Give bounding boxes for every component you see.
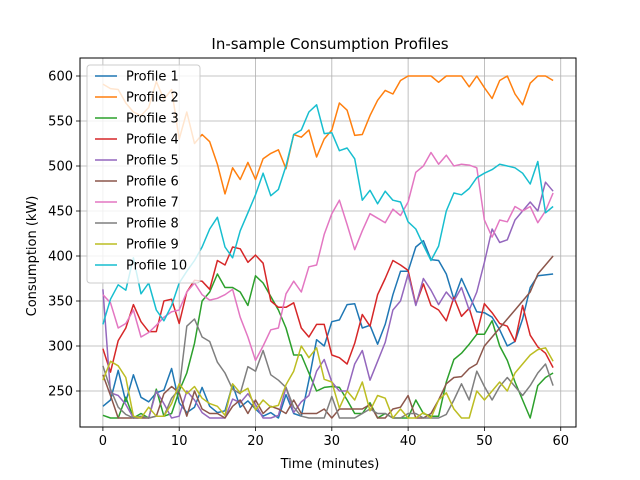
legend-label: Profile 9 xyxy=(126,238,179,253)
x-tick-label: 60 xyxy=(552,434,569,449)
y-tick-label: 350 xyxy=(48,295,73,310)
legend-label: Profile 4 xyxy=(126,133,179,148)
legend-label: Profile 6 xyxy=(126,175,179,190)
legend-box xyxy=(86,64,201,284)
legend-label: Profile 2 xyxy=(126,91,179,106)
series-line-profile-8 xyxy=(102,318,554,419)
legend-label: Profile 3 xyxy=(126,112,179,127)
chart-title: In-sample Consumption Profiles xyxy=(211,35,448,53)
y-axis-ticks: 250 300 350 400 450 500 550 600 xyxy=(48,70,80,400)
y-tick-label: 250 xyxy=(48,385,73,400)
x-tick-label: 50 xyxy=(476,434,493,449)
y-tick-label: 450 xyxy=(48,205,73,220)
y-tick-label: 400 xyxy=(48,250,73,265)
series-line-profile-5 xyxy=(102,181,554,419)
legend-label: Profile 8 xyxy=(126,217,179,232)
x-axis-ticks: 0 10 20 30 40 50 60 xyxy=(99,427,569,449)
x-tick-label: 40 xyxy=(400,434,417,449)
x-tick-label: 10 xyxy=(171,434,188,449)
legend-label: Profile 10 xyxy=(126,259,187,274)
legend-label: Profile 5 xyxy=(126,154,179,169)
legend: Profile 1 Profile 2 Profile 3 Profile 4 Prof… xyxy=(86,64,201,284)
series-line-profile-3 xyxy=(102,273,554,419)
x-axis-label: Time (minutes) xyxy=(280,457,380,472)
x-tick-label: 20 xyxy=(247,434,264,449)
x-tick-label: 30 xyxy=(324,434,341,449)
series-lines xyxy=(102,75,554,419)
series-line-profile-4 xyxy=(102,246,554,373)
plot-area-frame xyxy=(79,57,577,428)
y-tick-label: 300 xyxy=(48,340,73,355)
series-line-profile-9 xyxy=(102,345,554,419)
legend-label: Profile 7 xyxy=(126,196,179,211)
y-axis-label: Consumption (kW) xyxy=(25,196,40,317)
y-tick-label: 600 xyxy=(48,70,73,85)
x-tick-label: 0 xyxy=(99,434,107,449)
legend-label: Profile 1 xyxy=(126,70,179,85)
y-tick-label: 500 xyxy=(48,160,73,175)
y-tick-label: 550 xyxy=(48,115,73,130)
series-line-profile-10 xyxy=(102,104,554,325)
